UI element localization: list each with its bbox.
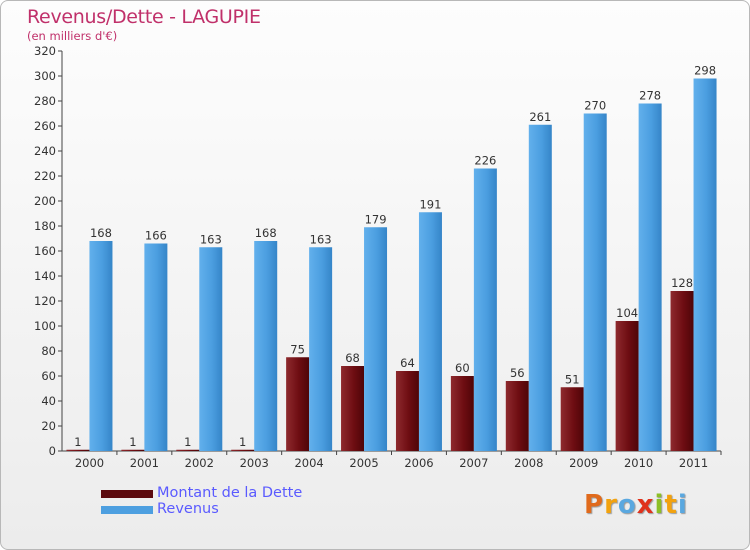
bar-debt (615, 321, 639, 451)
x-tick-label: 2010 (624, 456, 653, 470)
legend-label-debt: Montant de la Dette (157, 485, 303, 501)
data-label-revenue: 261 (529, 110, 551, 124)
data-label-revenue: 179 (365, 212, 387, 226)
legend-swatch-revenue (101, 506, 153, 514)
data-label-debt: 1 (74, 435, 81, 449)
y-tick-label: 140 (34, 269, 56, 283)
y-tick-label: 80 (41, 344, 56, 358)
bar-revenue (364, 227, 388, 451)
bar-revenue (309, 247, 333, 451)
data-label-revenue: 226 (474, 154, 496, 168)
y-tick-label: 40 (41, 394, 56, 408)
data-label-revenue: 191 (419, 197, 441, 211)
x-tick-label: 2009 (569, 456, 598, 470)
data-label-debt: 1 (129, 435, 136, 449)
chart-subtitle: (en milliers d'€) (27, 29, 118, 43)
data-label-revenue: 298 (694, 64, 716, 78)
bar-debt (395, 371, 419, 451)
data-label-revenue: 163 (200, 232, 222, 246)
y-tick-label: 0 (49, 444, 56, 458)
x-tick-label: 2004 (294, 456, 323, 470)
legend-swatch-debt (101, 490, 153, 498)
logo-letter: r (604, 490, 618, 520)
y-tick-label: 60 (41, 369, 56, 383)
y-tick-label: 280 (34, 94, 56, 108)
y-tick-label: 160 (34, 244, 56, 258)
logo-letter: P (584, 490, 605, 520)
bar-debt (670, 291, 694, 451)
logo-letter: o (617, 490, 637, 520)
x-tick-label: 2002 (185, 456, 214, 470)
y-tick-label: 20 (41, 419, 56, 433)
data-label-revenue: 166 (145, 229, 167, 243)
bar-revenue (199, 247, 223, 451)
x-tick-label: 2000 (75, 456, 104, 470)
y-tick-label: 240 (34, 144, 56, 158)
data-label-revenue: 270 (584, 99, 606, 113)
y-tick-label: 320 (34, 44, 56, 58)
bar-debt (231, 449, 255, 451)
data-label-debt: 68 (345, 351, 360, 365)
y-tick-label: 200 (34, 194, 56, 208)
x-tick-label: 2003 (240, 456, 269, 470)
x-tick-label: 2008 (514, 456, 543, 470)
bar-debt (286, 357, 310, 451)
data-label-debt: 1 (239, 435, 246, 449)
y-tick-label: 260 (34, 119, 56, 133)
y-tick-label: 100 (34, 319, 56, 333)
bar-debt (176, 449, 200, 451)
bar-revenue (418, 212, 442, 451)
bar-debt (505, 381, 529, 451)
chart-title: Revenus/Dette - LAGUPIE (27, 6, 261, 28)
data-label-debt: 75 (290, 342, 305, 356)
data-label-debt: 64 (400, 356, 415, 370)
logo-letter: x (636, 490, 655, 520)
x-tick-label: 2011 (679, 456, 708, 470)
bar-revenue (144, 243, 168, 451)
bar-revenue (254, 241, 278, 451)
data-label-revenue: 168 (255, 226, 277, 240)
data-label-debt: 60 (455, 361, 470, 375)
logo-letter: i (654, 490, 665, 520)
bar-debt (121, 449, 145, 451)
bar-revenue (638, 103, 662, 451)
y-tick-label: 180 (34, 219, 56, 233)
bar-debt (66, 449, 90, 451)
logo-letter: i (677, 490, 688, 520)
x-tick-label: 2006 (404, 456, 433, 470)
x-tick-label: 2005 (349, 456, 378, 470)
data-label-debt: 51 (565, 372, 580, 386)
y-tick-label: 220 (34, 169, 56, 183)
y-tick-label: 120 (34, 294, 56, 308)
legend-label-revenue: Revenus (157, 501, 219, 517)
x-tick-label: 2001 (130, 456, 159, 470)
x-tick-label: 2007 (459, 456, 488, 470)
bar-revenue (473, 168, 497, 451)
bar-debt (560, 387, 584, 451)
data-label-revenue: 168 (90, 226, 112, 240)
data-label-debt: 56 (510, 366, 525, 380)
bar-revenue (89, 241, 113, 451)
data-label-revenue: 163 (310, 232, 332, 246)
bar-revenue (583, 113, 607, 451)
data-label-debt: 1 (184, 435, 191, 449)
bar-revenue (693, 78, 717, 451)
proxiti-logo: Proxiti (584, 490, 688, 520)
bar-debt (341, 366, 365, 451)
data-label-debt: 128 (671, 276, 693, 290)
data-label-revenue: 278 (639, 89, 661, 103)
bar-revenue (528, 124, 552, 451)
data-label-debt: 104 (616, 306, 638, 320)
y-tick-label: 300 (34, 69, 56, 83)
bar-debt (450, 376, 474, 451)
logo-letter: t (664, 490, 678, 520)
